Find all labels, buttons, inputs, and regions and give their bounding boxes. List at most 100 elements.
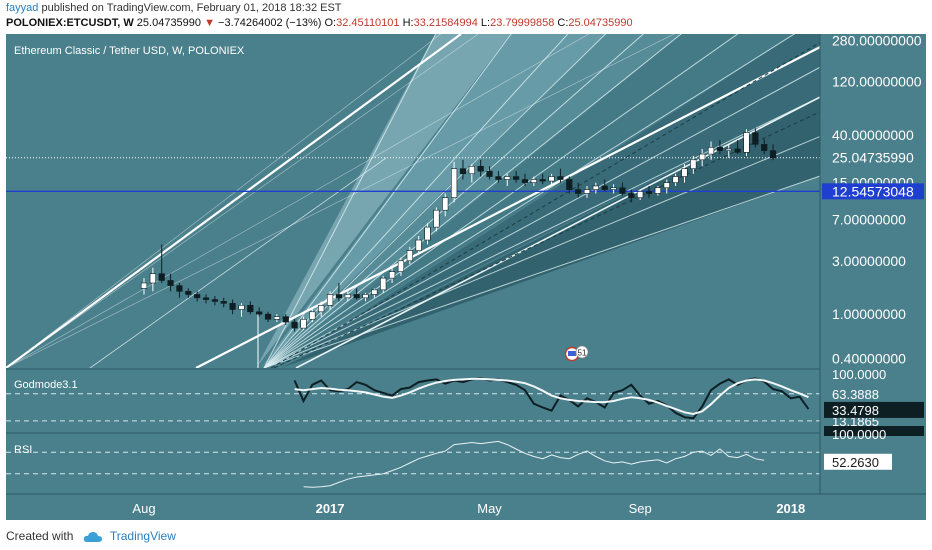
candle-body: [654, 187, 661, 194]
candle: [229, 299, 236, 315]
godmode-tick-label: 63.3888: [832, 387, 879, 402]
channel-line: [89, 157, 387, 368]
candle-body: [424, 226, 431, 241]
godmode-value-label: 33.4798: [832, 403, 879, 418]
candle-body: [202, 297, 210, 300]
godmode-fast-line: [293, 377, 810, 420]
candle: [450, 161, 458, 203]
candle-body: [477, 165, 484, 172]
candle: [725, 144, 732, 158]
candle: [734, 140, 741, 155]
tradingview-link[interactable]: TradingView: [109, 529, 176, 543]
candle: [397, 257, 405, 276]
candle-body: [229, 303, 236, 310]
high-label: H:: [402, 17, 414, 29]
candle-body: [326, 294, 334, 306]
candle: [672, 173, 679, 186]
candle-body: [442, 197, 449, 211]
candle-body: [459, 168, 467, 175]
candle: [264, 311, 272, 323]
candle-body: [769, 150, 777, 159]
godmode-tick-label: 100.0000: [832, 367, 886, 382]
flag-icon: [568, 351, 576, 356]
candle-body: [583, 189, 591, 194]
candle-body: [388, 271, 396, 279]
price-axis[interactable]: [820, 34, 926, 520]
candle: [601, 179, 608, 192]
fan-ray: [6, 34, 479, 368]
symbol-label: POLONIEX:ETCUSDT, W: [6, 17, 134, 29]
author-link[interactable]: fayyad: [6, 2, 39, 14]
candle-body: [282, 316, 289, 323]
gann-fan-drawings[interactable]: [6, 34, 826, 368]
candle-body: [149, 273, 156, 284]
candle-body: [752, 132, 759, 145]
candle-body: [140, 282, 148, 289]
open-label: O:: [324, 17, 337, 29]
fan-ray: [273, 111, 820, 368]
candle: [371, 288, 378, 298]
time-tick-label: 2018: [776, 501, 805, 516]
candle: [282, 314, 289, 325]
candle-body: [566, 179, 573, 190]
candle: [442, 193, 449, 217]
candle: [318, 301, 325, 317]
fan-zone: [256, 34, 511, 368]
created-with: Created with TradingView: [6, 529, 176, 543]
candle-body: [761, 144, 768, 151]
candle: [424, 223, 431, 245]
candle: [566, 176, 573, 194]
candle: [140, 278, 148, 295]
candle-body: [575, 189, 582, 194]
candle: [477, 159, 484, 177]
rsi-top-label: 100.0000: [832, 427, 886, 442]
horizontal-line-marker: [822, 183, 924, 200]
close-label: C:: [557, 17, 569, 29]
time-axis[interactable]: [6, 494, 926, 520]
candle-body: [415, 239, 422, 251]
candle-body: [663, 182, 670, 189]
godmode-pane: [6, 377, 820, 422]
last-price-label: 25.04735990: [832, 150, 914, 166]
last-price-marker: [824, 149, 924, 166]
candle-body: [344, 294, 351, 299]
channel-line: [6, 34, 462, 368]
candle-body: [211, 299, 218, 302]
fan-ray: [270, 41, 820, 368]
candle: [583, 185, 591, 198]
candle: [619, 182, 626, 196]
candle: [291, 319, 298, 332]
candle-body: [167, 280, 174, 286]
rsi-line: [303, 440, 765, 488]
candle: [459, 159, 467, 180]
candle: [557, 168, 564, 183]
candle: [344, 291, 351, 302]
candle-body: [530, 179, 537, 183]
candle-body: [176, 285, 183, 292]
godmode-value-marker: [824, 401, 924, 418]
candle: [273, 314, 281, 323]
candle-body: [406, 250, 413, 262]
chart-canvas[interactable]: 51 280.00000000120.0000000040.0000000015…: [6, 34, 926, 520]
candle-body: [557, 176, 564, 180]
candle: [539, 173, 546, 185]
chart-title: Ethereum Classic / Tether USD, W, POLONI…: [14, 45, 245, 57]
candle-body: [291, 321, 298, 329]
candle: [353, 288, 360, 300]
candle-body: [273, 316, 281, 320]
publish-info: published on TradingView.com, February 0…: [41, 2, 342, 14]
candle-body: [433, 209, 440, 228]
candle: [220, 297, 227, 308]
candle-body: [362, 294, 369, 299]
created-with-label: Created with: [6, 529, 74, 543]
price-tick-label: 3.00000000: [832, 253, 906, 269]
candle-body: [725, 148, 732, 151]
price-tick-label: 40.00000000: [832, 127, 914, 143]
fan-ray: [263, 96, 820, 368]
candle: [690, 155, 697, 174]
candle: [176, 282, 183, 298]
candle: [433, 207, 440, 232]
candle-body: [707, 147, 715, 155]
publish-line: fayyad published on TradingView.com, Feb…: [6, 2, 342, 14]
horizontal-line-label: 12.54573048: [832, 183, 914, 199]
